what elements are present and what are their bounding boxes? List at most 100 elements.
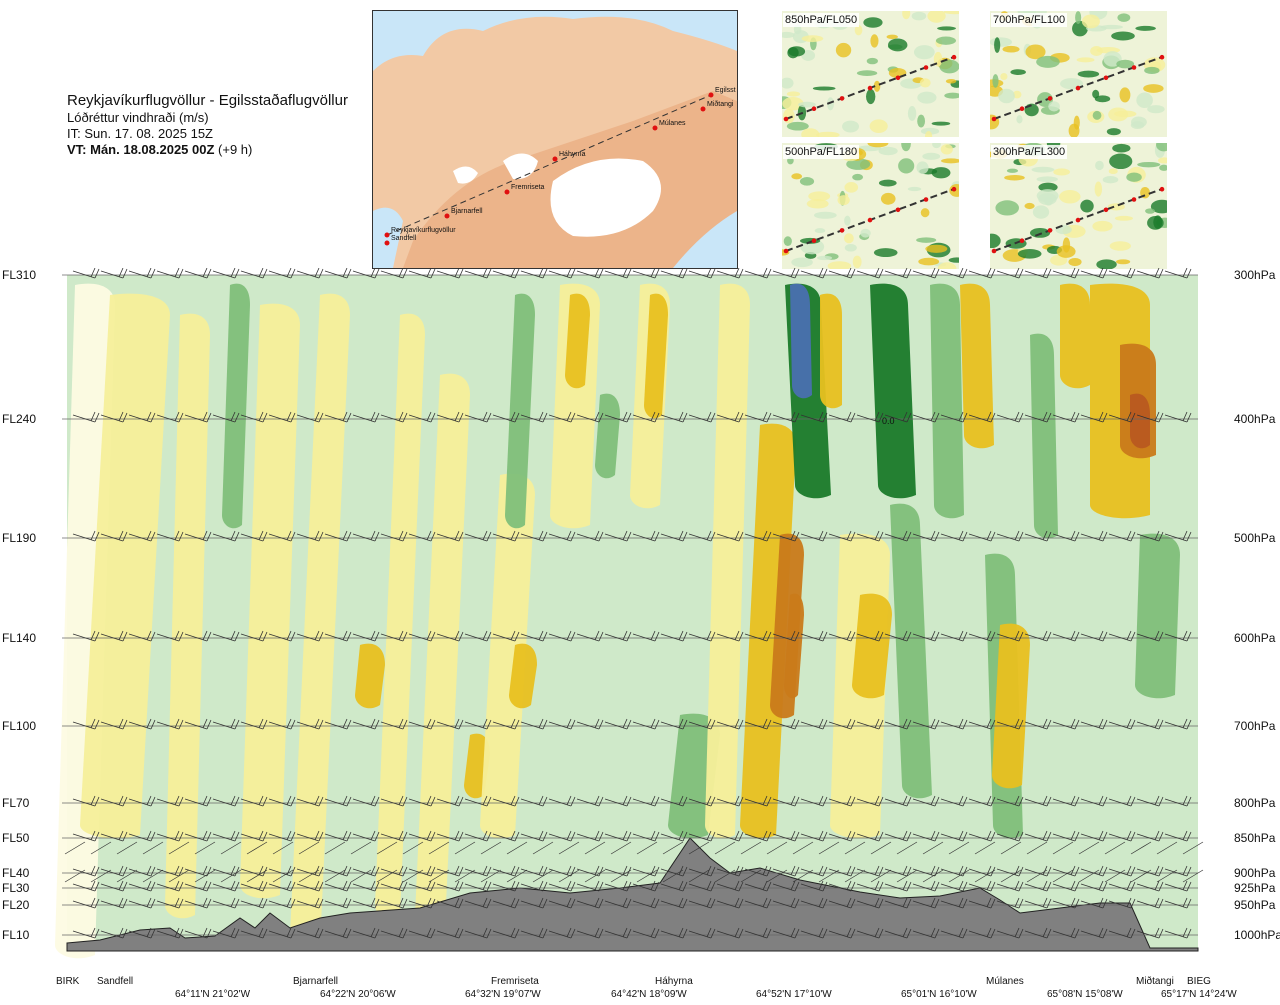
wind-barb [436, 718, 464, 730]
wind-barb [1024, 411, 1052, 423]
wind-barb [100, 927, 128, 939]
wind-barb [156, 268, 184, 279]
wind-barb [1080, 411, 1108, 423]
coordinate-label: 64°32'N 19°07'W [465, 989, 541, 1000]
mini-map-cell [866, 88, 876, 105]
wind-barb [856, 718, 884, 730]
wind-barb [744, 927, 772, 939]
wind-barb [996, 530, 1024, 542]
wind-barb [1080, 880, 1108, 892]
low-level-wind-barb [532, 841, 554, 855]
route-title: Reykjavíkurflugvöllur - Egilsstaðaflugvö… [67, 92, 348, 109]
wind-barb [688, 630, 716, 642]
wind-barb [800, 268, 828, 279]
wind-barb [828, 865, 856, 877]
flight-level-label: FL140 [2, 631, 36, 645]
low-level-wind-barb [792, 869, 814, 883]
wind-barb [352, 880, 380, 892]
wind-barb [800, 795, 828, 807]
low-level-wind-barb [142, 841, 164, 855]
wind-barb [296, 865, 324, 877]
low-level-wind-barb [64, 869, 86, 883]
wind-barb [520, 795, 548, 807]
mini-map-cell [1137, 161, 1161, 168]
wind-barb [828, 880, 856, 892]
low-level-wind-barb [1182, 869, 1204, 883]
wind-barb [660, 927, 688, 939]
wind-barb [492, 530, 520, 542]
wind-barb [1108, 830, 1136, 842]
wind-barb [352, 411, 380, 423]
wind-barb [380, 411, 408, 423]
route-point-label: Bjarnarfell [293, 976, 338, 987]
wind-barb [632, 795, 660, 807]
wind-barb [296, 897, 324, 909]
wind-barb [1108, 630, 1136, 642]
wind-barb [772, 880, 800, 892]
mini-map-cell [1159, 164, 1167, 171]
pressure-label: 700hPa [1234, 719, 1276, 733]
route-point-label: BIEG [1187, 976, 1211, 987]
wind-barb [884, 530, 912, 542]
low-level-wind-barb [1078, 869, 1100, 883]
low-level-wind-barb [1052, 869, 1074, 883]
wind-barb [1052, 268, 1080, 279]
mini-map-cell [994, 37, 1001, 53]
mini-map-cell [1016, 115, 1023, 124]
low-level-wind-barb [246, 841, 268, 855]
wind-barb [912, 268, 940, 279]
mini-map-waypoint [811, 106, 817, 111]
wind-barb [1052, 830, 1080, 842]
wind-barb [212, 411, 240, 423]
mini-map-cell [1029, 228, 1051, 238]
mini-map-cell [887, 38, 908, 52]
low-level-wind-barb [402, 869, 424, 883]
mini-map-cell [1010, 69, 1026, 76]
wind-barb [464, 865, 492, 877]
wind-barb [408, 927, 436, 939]
wind-barb [184, 880, 212, 892]
wind-barb [464, 530, 492, 542]
wind-barb [520, 897, 548, 909]
wind-barb [772, 718, 800, 730]
wind-barb [1080, 897, 1108, 909]
wind-barb [688, 411, 716, 423]
wind-barb [632, 530, 660, 542]
wind-barb [100, 630, 128, 642]
mini-map-cell [844, 182, 859, 193]
mini-map-waypoint [1075, 85, 1081, 91]
mini-map-cell [842, 120, 859, 133]
wind-barb [660, 865, 688, 877]
mini-map-cell [907, 106, 917, 121]
wind-barb [380, 927, 408, 939]
waypoint-label: Háhyrna [559, 151, 586, 158]
low-level-wind-barb [350, 841, 372, 855]
mini-map-cell [1012, 90, 1022, 99]
low-level-wind-barb [1026, 869, 1048, 883]
low-level-wind-barb [844, 841, 866, 855]
wind-barb [464, 268, 492, 279]
wind-barb [100, 268, 128, 279]
wind-barb [240, 718, 268, 730]
mini-map-waypoint [895, 75, 901, 81]
wind-barb [576, 268, 604, 279]
waypoint-marker [552, 156, 558, 162]
wind-barb [464, 718, 492, 730]
wind-barb [324, 927, 352, 939]
wind-barb [268, 718, 296, 730]
wind-barb [772, 268, 800, 279]
wind-barb [380, 630, 408, 642]
wind-barb [268, 795, 296, 807]
vertical-velocity-band [509, 643, 537, 709]
wind-barb [884, 630, 912, 642]
wind-barb [1052, 880, 1080, 892]
wind-barb [604, 268, 632, 279]
wind-barb [1108, 927, 1136, 939]
wind-barb [240, 630, 268, 642]
wind-barb [408, 880, 436, 892]
wind-barb [940, 927, 968, 939]
wind-barb [1024, 630, 1052, 642]
wind-barb [296, 411, 324, 423]
wind-barb [744, 865, 772, 877]
